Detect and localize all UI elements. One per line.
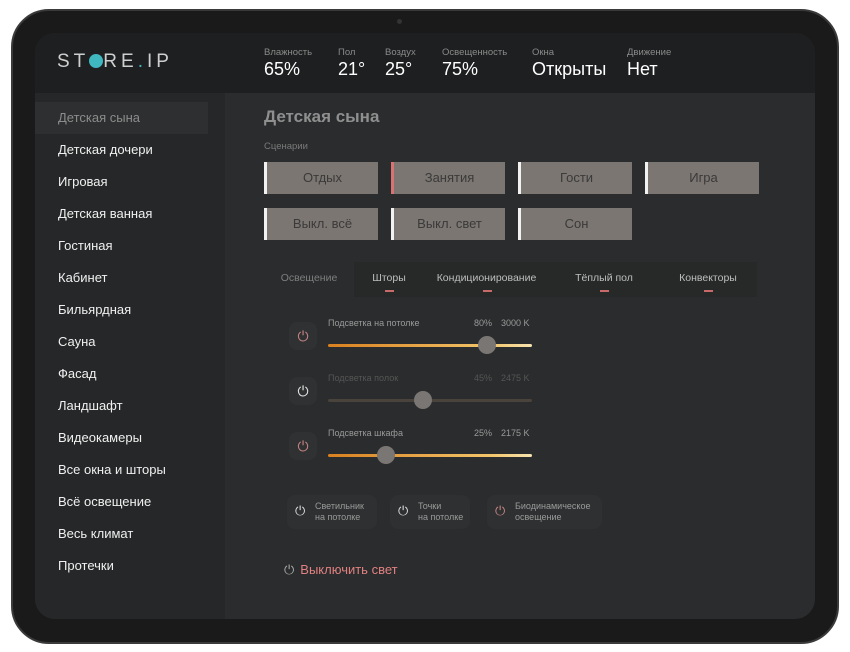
tab[interactable]: Освещение [264, 262, 354, 297]
tab[interactable]: Конвекторы [659, 262, 757, 297]
slider-temperature: 2175 K [501, 428, 530, 438]
slider-percent: 45% [474, 373, 493, 383]
slider-handle[interactable] [477, 336, 496, 354]
scenario-button[interactable]: Сон [518, 208, 632, 240]
power-icon: ⏻ [284, 562, 295, 577]
brightness-slider[interactable] [328, 446, 532, 464]
scenarios-label: Сценарии [264, 141, 308, 152]
stat-label: Освещенность [442, 47, 508, 58]
slider-handle[interactable] [376, 446, 395, 464]
tab-indicator [482, 290, 492, 292]
tab-bar: Освещение Шторы Кондиционирование Тёплый по… [264, 262, 757, 297]
scenario-button[interactable]: Занятия [391, 162, 505, 194]
tab-label: Кондиционирование [436, 272, 537, 284]
sidebar-item[interactable]: Детская дочери [58, 142, 153, 157]
tab-indicator [385, 290, 394, 292]
stat-4: Окна Открыты [532, 47, 606, 80]
tab[interactable]: Шторы [354, 262, 424, 297]
power-icon: ⏻ [398, 503, 409, 518]
stat-label: Воздух [385, 47, 416, 58]
scenario-button[interactable]: Игра [645, 162, 759, 194]
power-toggle[interactable]: ⏻ [289, 322, 317, 350]
stat-2: Воздух 25° [385, 47, 416, 80]
stat-3: Освещенность 75% [442, 47, 507, 80]
logo: ST RE.IP [57, 51, 173, 72]
stat-value: 65% [264, 59, 301, 79]
sidebar-item[interactable]: Ландшафт [58, 398, 123, 413]
light-group-button[interactable]: ⏻ Точки на потолке [390, 495, 470, 529]
sidebar-item[interactable]: Сауна [58, 334, 96, 349]
chip-label: Точки на потолке [418, 501, 463, 523]
stat-5: Движение Нет [627, 47, 671, 80]
scenario-button[interactable]: Выкл. всё [264, 208, 378, 240]
brightness-slider[interactable] [328, 391, 532, 409]
slider-label: Подсветка на потолке [328, 318, 420, 328]
sidebar-item[interactable]: Бильярдная [58, 302, 132, 317]
power-toggle[interactable]: ⏻ [289, 432, 317, 460]
chip-label: Светильник на потолке [315, 501, 364, 523]
tab-label: Шторы [372, 272, 406, 284]
tab[interactable]: Кондиционирование [424, 262, 549, 297]
stat-1: Пол 21° [338, 47, 365, 80]
sidebar-item[interactable]: Протечки [58, 558, 114, 573]
tab[interactable]: Тёплый пол [549, 262, 659, 297]
sidebar-item[interactable]: Гостиная [58, 238, 113, 253]
slider-percent: 80% [474, 318, 493, 328]
power-toggle[interactable]: ⏻ [289, 377, 317, 405]
slider-temperature: 3000 K [501, 318, 530, 328]
light-group-button[interactable]: ⏻ Биодинамическое освещение [487, 495, 602, 529]
chip-line: Точки [418, 501, 442, 511]
tab-label: Конвекторы [679, 272, 737, 284]
stat-label: Окна [532, 47, 555, 58]
chip-label: Биодинамическое освещение [515, 501, 590, 523]
sidebar-item[interactable]: Детская сына [35, 102, 208, 134]
tab-indicator [600, 290, 609, 292]
chip-line: Светильник [315, 501, 364, 511]
tab-label: Тёплый пол [575, 272, 633, 284]
power-icon: ⏻ [295, 503, 306, 518]
slider-temperature: 2475 K [501, 373, 530, 383]
slider-handle[interactable] [413, 391, 432, 409]
slider-percent: 25% [474, 428, 493, 438]
stat-label: Пол [338, 47, 356, 58]
sidebar: Детская сына Детская дочери Игровая Детская… [35, 93, 225, 619]
scenario-button[interactable]: Выкл. свет [391, 208, 505, 240]
brightness-slider[interactable] [328, 336, 532, 354]
sidebar-item[interactable]: Весь климат [58, 526, 134, 541]
stat-0: Влажность 65% [264, 47, 312, 80]
header: ST RE.IP Влажность 65% Пол 21° Воздух 25° Освещ… [35, 33, 815, 93]
stat-label: Движение [627, 47, 672, 58]
slider-label: Подсветка полок [328, 373, 399, 383]
tab-indicator [704, 290, 713, 292]
chip-line: освещение [515, 512, 562, 522]
chip-line: на потолке [315, 512, 361, 522]
light-group-button[interactable]: ⏻ Светильник на потолке [287, 495, 377, 529]
screen: ST RE.IP Влажность 65% Пол 21° Воздух 25° Освещ… [35, 33, 815, 619]
turn-off-light-button[interactable]: ⏻ Выключить свет [284, 562, 398, 577]
sidebar-item[interactable]: Детская ванная [58, 206, 153, 221]
sidebar-item[interactable]: Кабинет [58, 270, 108, 285]
tab-label: Освещение [280, 272, 338, 284]
slider-label: Подсветка шкафа [328, 428, 403, 438]
sidebar-item[interactable]: Все окна и шторы [58, 462, 166, 477]
sidebar-item[interactable]: Видеокамеры [58, 430, 142, 445]
sidebar-item[interactable]: Игровая [58, 174, 108, 189]
scenario-button[interactable]: Гости [518, 162, 632, 194]
chip-line: Биодинамическое [515, 501, 591, 511]
stat-value: 25° [385, 59, 413, 79]
power-icon: ⏻ [495, 503, 506, 518]
stat-value: 21° [338, 59, 366, 79]
sidebar-item[interactable]: Фасад [58, 366, 97, 381]
page-title: Детская сына [264, 107, 380, 126]
stat-value: Открыты [532, 59, 607, 79]
chip-line: на потолке [418, 512, 464, 522]
stat-value: 75% [442, 59, 479, 79]
scenario-button[interactable]: Отдых [264, 162, 378, 194]
stat-value: Нет [627, 59, 658, 79]
lighting-panel [264, 297, 757, 619]
sidebar-item[interactable]: Всё освещение [58, 494, 152, 509]
stat-label: Влажность [264, 47, 313, 58]
camera [397, 19, 402, 24]
